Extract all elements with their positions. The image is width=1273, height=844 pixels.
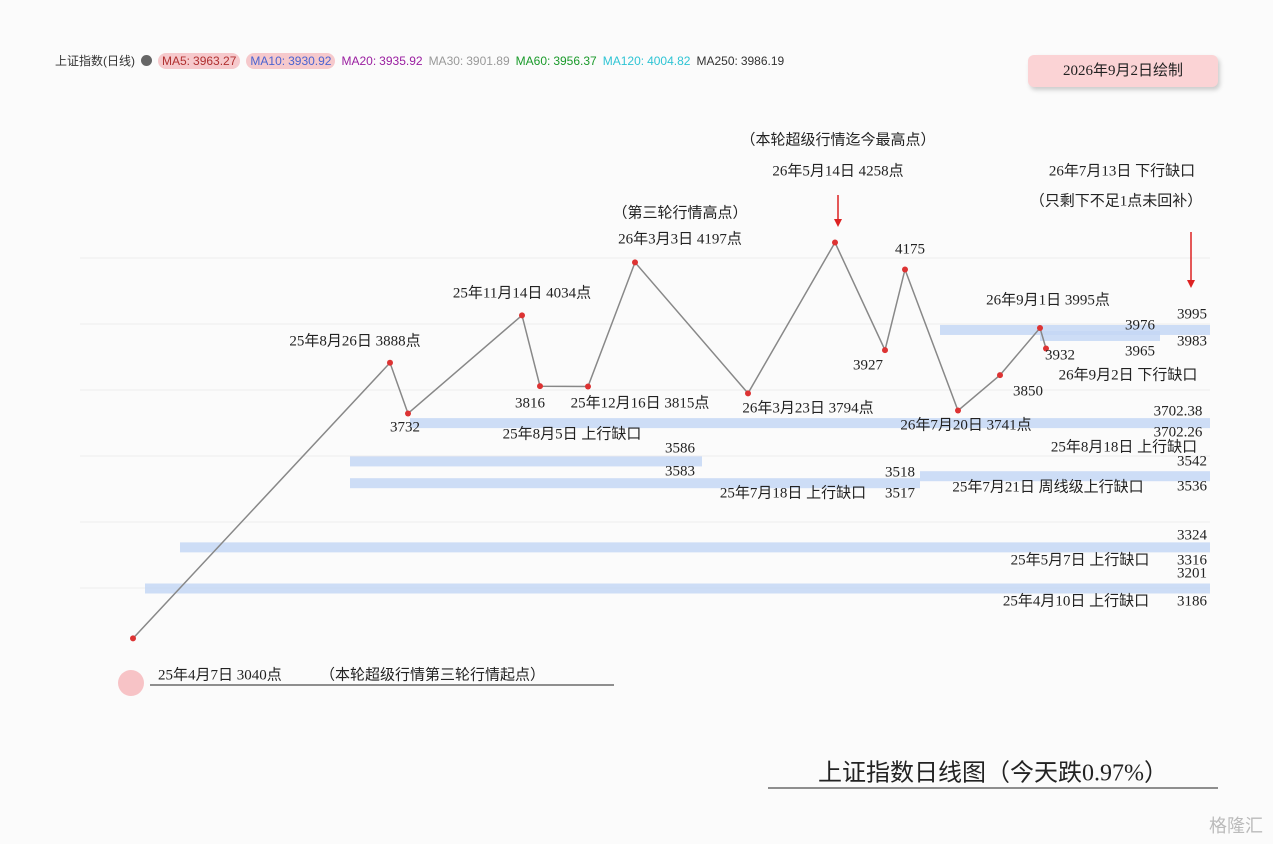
arrow-head: [1187, 280, 1195, 288]
key-point: [1037, 325, 1043, 331]
gap-label: 25年7月18日 上行缺口: [720, 484, 866, 501]
arrow-head: [834, 219, 842, 227]
gap-label: 25年5月7日 上行缺口: [1011, 551, 1150, 568]
gap-band: [145, 583, 1210, 594]
gap-high: 3702.38: [1154, 403, 1203, 419]
ma-label: MA30:: [428, 53, 464, 68]
ma-item: MA250: 3986.19: [696, 54, 784, 68]
point-note: （本轮超级行情第三轮行情起点）: [320, 665, 545, 683]
key-point: [997, 372, 1003, 379]
gap-high: 3995: [1177, 306, 1207, 322]
gap-label: 26年7月13日 下行缺口: [1049, 162, 1195, 179]
ma-label: MA250:: [696, 53, 738, 68]
key-point: [537, 383, 543, 390]
key-point: [130, 635, 136, 642]
gap-high: 3976: [1125, 317, 1156, 333]
ma-item: MA60: 3956.37: [516, 54, 597, 68]
ma-value: 3901.89: [466, 53, 510, 68]
ma-label: MA10:: [250, 53, 286, 68]
ma-label: MA20:: [341, 53, 377, 68]
gap-band: [1040, 330, 1160, 341]
point-label: 3850: [1013, 383, 1043, 399]
key-point: [585, 383, 591, 390]
gap-band: [350, 478, 920, 489]
key-point: [745, 390, 751, 397]
point-label: 26年5月14日 4258点: [772, 162, 903, 179]
ma-item: MA120: 4004.82: [603, 54, 691, 68]
point-label: 3816: [515, 395, 546, 411]
ma-value: 3986.19: [740, 53, 785, 68]
gap-band: [410, 418, 1210, 429]
point-label: 3927: [853, 357, 884, 373]
gap-low: 3186: [1177, 593, 1208, 609]
point-label: 3932: [1045, 347, 1075, 363]
gap-low: 3702.26: [1154, 424, 1203, 440]
ma-value: 3963.27: [193, 53, 237, 68]
key-point: [632, 259, 638, 266]
key-point: [519, 312, 525, 319]
point-label: 26年3月3日 4197点: [618, 230, 742, 247]
ma-legend: 上证指数(日线) MA5: 3963.27 MA10: 3930.92 MA20: 393…: [55, 52, 784, 69]
gap-band: [920, 471, 1210, 482]
ma-item: MA5: 3963.27: [158, 52, 241, 69]
key-point: [405, 410, 411, 417]
gap-label: 25年8月18日 上行缺口: [1051, 438, 1197, 455]
key-point: [1043, 345, 1049, 352]
gap-low: 3316: [1177, 552, 1208, 568]
point-label: 26年9月1日 3995点: [986, 291, 1110, 308]
ma-label: MA5:: [162, 53, 191, 68]
gap-high: 3542: [1177, 453, 1207, 469]
gap-band: [350, 456, 702, 467]
point-label: 25年4月7日 3040点: [158, 666, 282, 683]
key-point: [882, 347, 888, 354]
key-point: [955, 407, 961, 414]
gap-band: [180, 542, 1210, 553]
gap-high: 3324: [1177, 527, 1208, 543]
gap-note: （只剩下不足1点未回补）: [1030, 192, 1203, 209]
point-label: 25年12月16日 3815点: [571, 394, 710, 411]
ma-value: 3935.92: [379, 53, 423, 68]
gap-label: 25年4月10日 上行缺口: [1003, 592, 1149, 609]
toggle-icon[interactable]: [141, 55, 152, 66]
point-note: （本轮超级行情迄今最高点）: [740, 131, 935, 148]
ma-value: 3930.92: [288, 53, 332, 68]
gap-high: 3586: [665, 440, 696, 456]
gap-high: 3518: [885, 464, 915, 480]
point-label: 26年7月20日 3741点: [900, 416, 1031, 433]
symbol: 上证指数(日线): [55, 54, 135, 68]
point-label: 3732: [390, 419, 420, 435]
gap-label: 26年9月2日 下行缺口: [1059, 366, 1198, 383]
drawn-date: 2026年9月2日绘制: [1028, 55, 1218, 87]
ma-label: MA120:: [602, 53, 645, 68]
ma-item: MA20: 3935.92: [341, 54, 422, 68]
gap-low: 3983: [1177, 333, 1207, 349]
key-point: [832, 239, 838, 246]
point-label: 26年3月23日 3794点: [742, 399, 873, 416]
gap-low: 3536: [1177, 478, 1208, 494]
chart-title: 上证指数日线图（今天跌0.97%）: [818, 760, 1168, 787]
ma-item: MA30: 3901.89: [429, 54, 510, 68]
gap-label: 25年8月5日 上行缺口: [503, 425, 642, 442]
watermark: 格隆汇: [1209, 816, 1263, 836]
ma-value: 3956.37: [553, 53, 597, 68]
marker: [118, 670, 144, 696]
point-label: 25年8月26日 3888点: [289, 332, 420, 349]
gap-label: 25年7月21日 周线级上行缺口: [952, 478, 1143, 495]
gap-low: 3517: [885, 485, 916, 501]
ma-item: MA10: 3930.92: [246, 52, 336, 69]
ma-label: MA60:: [515, 53, 551, 68]
ma-value: 4004.82: [647, 53, 691, 68]
key-point: [902, 266, 908, 273]
gap-low: 3965: [1125, 343, 1155, 359]
gap-low: 3583: [665, 463, 695, 479]
point-label: 25年11月14日 4034点: [453, 284, 591, 301]
gap-band: [940, 324, 1210, 335]
key-point: [387, 359, 393, 366]
gap-high: 3201: [1177, 565, 1207, 581]
point-note: （第三轮行情高点）: [612, 203, 747, 221]
point-label: 4175: [895, 241, 925, 257]
